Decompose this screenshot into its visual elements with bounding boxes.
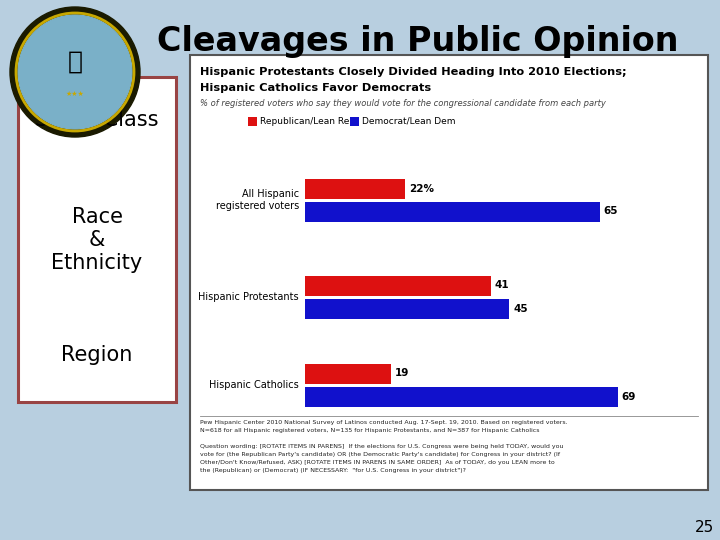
Text: % of registered voters who say they would vote for the congressional candidate f: % of registered voters who say they woul… [200,99,606,108]
Text: 25: 25 [696,521,715,536]
Text: vote for (the Republican Party's candidate) OR (the Democratic Party's candidate: vote for (the Republican Party's candida… [200,452,560,457]
Text: 41: 41 [495,280,510,291]
Text: 45: 45 [513,303,528,314]
Bar [248,117,257,125]
Text: Question wording: [ROTATE ITEMS IN PARENS]  If the elections for U.S. Congress w: Question wording: [ROTATE ITEMS IN PAREN… [200,444,564,449]
Text: N=618 for all Hispanic registered voters, N=135 for Hispanic Protestants, and N=: N=618 for all Hispanic registered voters… [200,428,539,433]
Circle shape [10,7,140,137]
Bar [305,387,618,407]
Bar [18,77,176,402]
Text: ★★★: ★★★ [66,91,84,97]
Text: 65: 65 [603,206,618,217]
Text: 🦅: 🦅 [68,50,83,74]
Bar [305,179,405,199]
Text: Other/Don't Know/Refused, ASK) [ROTATE ITEMS IN PARENS IN SAME ORDER]  As of TOD: Other/Don't Know/Refused, ASK) [ROTATE I… [200,460,554,465]
Text: the (Republican) or (Democrat) (IF NECESSARY:  "for U.S. Congress in your distri: the (Republican) or (Democrat) (IF NECES… [200,468,466,473]
Text: Pew Hispanic Center 2010 National Survey of Latinos conducted Aug. 17-Sept. 19, : Pew Hispanic Center 2010 National Survey… [200,420,567,425]
Text: Republican/Lean Rep: Republican/Lean Rep [260,117,355,125]
Text: 22%: 22% [409,184,433,193]
Text: Democrat/Lean Dem: Democrat/Lean Dem [362,117,456,125]
Bar [190,55,708,490]
Text: Social Class: Social Class [35,110,158,130]
Text: Region: Region [61,345,132,365]
Bar [305,363,391,383]
Text: Hispanic Protestants Closely Divided Heading Into 2010 Elections;: Hispanic Protestants Closely Divided Hea… [200,67,626,77]
Text: Cleavages in Public Opinion: Cleavages in Public Opinion [157,25,679,58]
Bar [350,117,359,125]
Text: All Hispanic
registered voters: All Hispanic registered voters [216,189,299,211]
Text: Hispanic Catholics: Hispanic Catholics [210,380,299,390]
Text: 19: 19 [395,368,410,379]
Bar [305,201,600,221]
Text: 69: 69 [622,392,636,402]
Text: Race
&
Ethnicity: Race & Ethnicity [51,207,143,273]
Circle shape [18,15,132,129]
Text: Hispanic Catholics Favor Democrats: Hispanic Catholics Favor Democrats [200,83,431,93]
Bar [305,275,491,295]
Bar [305,299,509,319]
Text: Hispanic Protestants: Hispanic Protestants [199,292,299,302]
